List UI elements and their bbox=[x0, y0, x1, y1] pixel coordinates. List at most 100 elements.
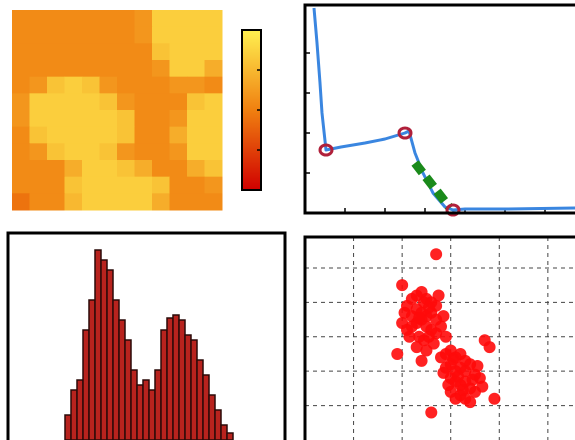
histogram-bar bbox=[184, 334, 192, 440]
heatmap-cell bbox=[99, 126, 118, 144]
heatmap-cell bbox=[152, 110, 170, 128]
heatmap-cell bbox=[47, 110, 65, 128]
histogram-bar bbox=[112, 299, 120, 440]
heatmap-cell bbox=[47, 60, 65, 78]
heatmap-cell bbox=[99, 43, 118, 61]
heatmap-cell bbox=[117, 60, 135, 78]
heatmap-cell bbox=[169, 143, 188, 161]
heatmap-cell bbox=[64, 160, 83, 178]
heatmap-cell bbox=[64, 60, 83, 78]
heatmap-cell bbox=[187, 93, 205, 111]
scatter-point bbox=[425, 406, 438, 419]
histogram-bar bbox=[202, 374, 210, 440]
heatmap-cell bbox=[47, 176, 65, 194]
heatmap-cell bbox=[29, 93, 48, 111]
heatmap-cell bbox=[152, 60, 170, 78]
histogram-bar bbox=[130, 369, 138, 440]
heatmap-cell bbox=[47, 26, 65, 44]
heatmap-cell bbox=[82, 10, 100, 28]
histogram-bar bbox=[106, 269, 114, 440]
scatter-point bbox=[447, 353, 460, 366]
scatter-point bbox=[478, 334, 491, 347]
heatmap-cell bbox=[82, 93, 100, 111]
heatmap-cell bbox=[187, 143, 205, 161]
histogram-bar bbox=[118, 319, 126, 440]
heatmap-cell bbox=[99, 76, 118, 94]
heatmap-cell bbox=[134, 93, 153, 111]
scatter-point bbox=[398, 306, 411, 319]
heatmap-cell bbox=[117, 126, 135, 144]
heatmap-cell bbox=[134, 126, 153, 144]
heatmap-cell bbox=[99, 26, 118, 44]
histogram-bar bbox=[190, 339, 198, 440]
heatmap-cell bbox=[47, 143, 65, 161]
heatmap-cell bbox=[82, 60, 100, 78]
point-marker bbox=[397, 126, 413, 140]
heatmap-cell bbox=[64, 26, 83, 44]
heatmap-cell bbox=[82, 26, 100, 44]
heatmap-cell bbox=[169, 176, 188, 194]
heatmap-cell bbox=[12, 160, 30, 178]
scatter-point bbox=[437, 310, 450, 323]
point-marker bbox=[445, 203, 461, 217]
heatmap-cell bbox=[64, 43, 83, 61]
heatmap-cell bbox=[117, 93, 135, 111]
heatmap-cell bbox=[187, 193, 205, 211]
scatter-point bbox=[391, 347, 404, 360]
heatmap-cell bbox=[169, 160, 188, 178]
heatmap-cell bbox=[64, 110, 83, 128]
heatmap-cell bbox=[169, 43, 188, 61]
heatmap-cell bbox=[47, 193, 65, 211]
heatmap-cell bbox=[64, 193, 83, 211]
heatmap-cell bbox=[47, 93, 65, 111]
histogram-bar bbox=[220, 424, 228, 440]
histogram-bar bbox=[94, 249, 102, 440]
dashed-line bbox=[411, 160, 454, 211]
scatter-point bbox=[442, 378, 455, 391]
heatmap-cell bbox=[204, 10, 223, 28]
scatter-point bbox=[439, 330, 452, 343]
scatter-point bbox=[413, 311, 426, 324]
heatmap-cell bbox=[204, 110, 223, 128]
point-marker bbox=[318, 143, 334, 157]
histogram-bar bbox=[70, 389, 78, 440]
heatmap-cell bbox=[47, 76, 65, 94]
heatmap-cell bbox=[204, 193, 223, 211]
histogram-bar bbox=[124, 339, 132, 440]
heatmap-cell bbox=[152, 43, 170, 61]
heatmap-cell bbox=[99, 93, 118, 111]
heatmap-cell bbox=[47, 160, 65, 178]
scatter-point bbox=[476, 380, 489, 393]
heatmap-cell bbox=[204, 93, 223, 111]
scatter-point bbox=[396, 279, 409, 292]
heatmap-cell bbox=[187, 76, 205, 94]
heatmap-cell bbox=[117, 110, 135, 128]
heatmap-cell bbox=[99, 143, 118, 161]
heatmap-cell bbox=[99, 60, 118, 78]
histogram-bar bbox=[88, 299, 96, 440]
heatmap-cell bbox=[152, 193, 170, 211]
heatmap-cell bbox=[12, 26, 30, 44]
heatmap-cell bbox=[29, 43, 48, 61]
heatmap-cell bbox=[169, 93, 188, 111]
heatmap-cell bbox=[187, 110, 205, 128]
heatmap-cell bbox=[204, 143, 223, 161]
heatmap-cell bbox=[187, 160, 205, 178]
heatmap-cell bbox=[99, 193, 118, 211]
scatter-point bbox=[420, 344, 433, 357]
heatmap-cell bbox=[134, 26, 153, 44]
histogram-bar bbox=[214, 409, 222, 440]
heatmap-cell bbox=[152, 126, 170, 144]
heatmap-cell bbox=[134, 76, 153, 94]
heatmap-cell bbox=[152, 26, 170, 44]
heatmap-cell bbox=[47, 10, 65, 28]
heatmap-cell bbox=[29, 10, 48, 28]
heatmap-cell bbox=[29, 126, 48, 144]
heatmap-cell bbox=[134, 60, 153, 78]
heatmap-cell bbox=[99, 110, 118, 128]
heatmap-cell bbox=[12, 76, 30, 94]
heatmap-cell bbox=[12, 43, 30, 61]
heatmap-cell bbox=[12, 60, 30, 78]
heatmap-cell bbox=[29, 110, 48, 128]
